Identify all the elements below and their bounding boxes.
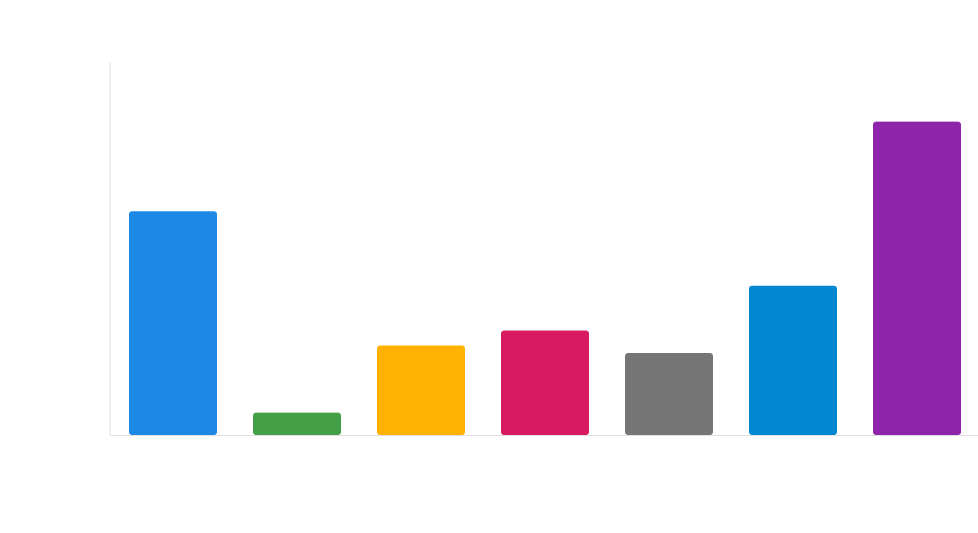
bar-5[interactable] [625,352,713,435]
bar-3[interactable] [377,345,465,435]
bar-1[interactable] [129,211,217,435]
bar-2[interactable] [253,412,341,435]
bars-group [129,121,961,436]
bar-6[interactable] [749,285,837,435]
bar-7[interactable] [873,121,961,436]
bar-4[interactable] [501,330,589,435]
